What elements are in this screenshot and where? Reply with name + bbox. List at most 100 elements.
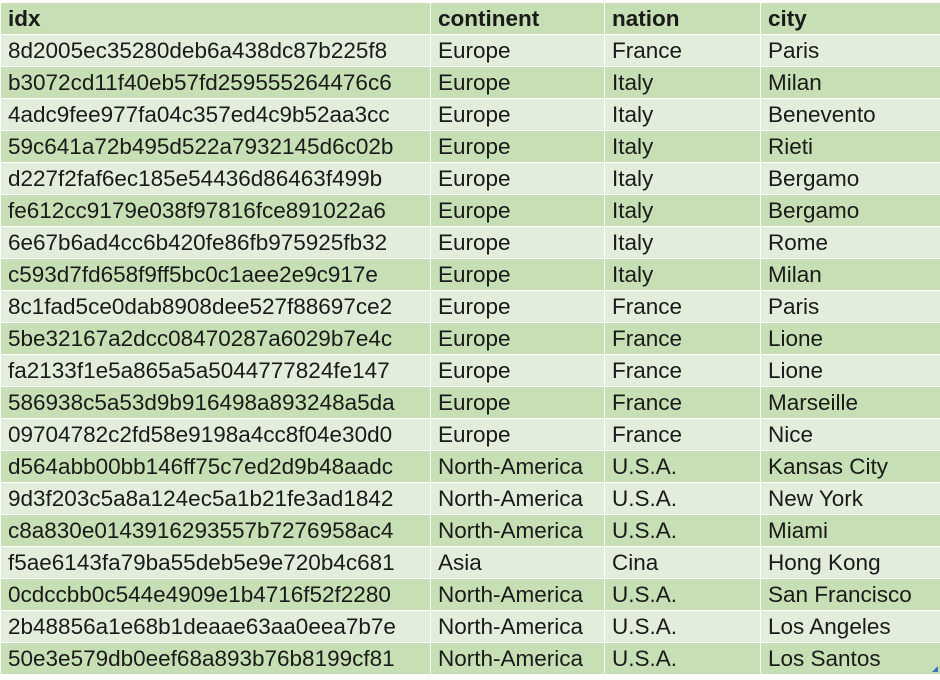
cell-nation[interactable]: France [604, 322, 761, 355]
table-row: 59c641a72b495d522a7932145d6c02b Europe Ita… [0, 130, 940, 163]
table-row: f5ae6143fa79ba55deb5e9e720b4c681 Asia Cina… [0, 546, 940, 579]
table-row: 5be32167a2dcc08470287a6029b7e4c Europe Fra… [0, 322, 940, 355]
cell-continent[interactable]: Europe [430, 98, 605, 131]
table-row: 8c1fad5ce0dab8908dee527f88697ce2 Europe Fr… [0, 290, 940, 323]
column-header-continent[interactable]: continent [430, 2, 605, 35]
cell-idx[interactable]: fe612cc9179e038f97816fce891022a6 [0, 194, 431, 227]
cell-idx[interactable]: 9d3f203c5a8a124ec5a1b21fe3ad1842 [0, 482, 431, 515]
cell-city[interactable]: Paris [760, 34, 940, 67]
cell-city[interactable]: Miami [760, 514, 940, 547]
cell-idx[interactable]: 6e67b6ad4cc6b420fe86fb975925fb32 [0, 226, 431, 259]
cell-continent[interactable]: Europe [430, 386, 605, 419]
cell-continent[interactable]: North-America [430, 514, 605, 547]
cell-continent[interactable]: Europe [430, 290, 605, 323]
cell-idx[interactable]: 0cdccbb0c544e4909e1b4716f52f2280 [0, 578, 431, 611]
cell-continent[interactable]: Europe [430, 258, 605, 291]
cell-city[interactable]: Lione [760, 354, 940, 387]
cell-city[interactable]: Lione [760, 322, 940, 355]
cell-nation[interactable]: France [604, 386, 761, 419]
cell-idx[interactable]: 2b48856a1e68b1deaae63aa0eea7b7e [0, 610, 431, 643]
cell-city[interactable]: San Francisco [760, 578, 940, 611]
cell-continent[interactable]: Europe [430, 66, 605, 99]
cell-city[interactable]: Los Santos [760, 642, 940, 675]
cell-city[interactable]: Milan [760, 66, 940, 99]
cell-nation[interactable]: Italy [604, 66, 761, 99]
cell-idx[interactable]: 59c641a72b495d522a7932145d6c02b [0, 130, 431, 163]
cell-continent[interactable]: Asia [430, 546, 605, 579]
table-row: 50e3e579db0eef68a893b76b8199cf81 North-Am… [0, 642, 940, 675]
cell-nation[interactable]: France [604, 34, 761, 67]
cell-city[interactable]: Rieti [760, 130, 940, 163]
cell-nation[interactable]: Italy [604, 162, 761, 195]
cell-idx[interactable]: b3072cd11f40eb57fd259555264476c6 [0, 66, 431, 99]
table-row: 4adc9fee977fa04c357ed4c9b52aa3cc Europe It… [0, 98, 940, 131]
cell-city[interactable]: Kansas City [760, 450, 940, 483]
cell-nation[interactable]: Italy [604, 98, 761, 131]
cell-continent[interactable]: Europe [430, 34, 605, 67]
cell-city[interactable]: Rome [760, 226, 940, 259]
cell-idx[interactable]: 5be32167a2dcc08470287a6029b7e4c [0, 322, 431, 355]
cell-continent[interactable]: North-America [430, 610, 605, 643]
cell-nation[interactable]: Italy [604, 226, 761, 259]
table-row: d227f2faf6ec185e54436d86463f499b Europe It… [0, 162, 940, 195]
cell-city[interactable]: New York [760, 482, 940, 515]
cell-city[interactable]: Los Angeles [760, 610, 940, 643]
cell-idx[interactable]: f5ae6143fa79ba55deb5e9e720b4c681 [0, 546, 431, 579]
cell-nation[interactable]: France [604, 418, 761, 451]
cell-city[interactable]: Nice [760, 418, 940, 451]
cell-idx[interactable]: 09704782c2fd58e9198a4cc8f04e30d0 [0, 418, 431, 451]
cell-idx[interactable]: 8c1fad5ce0dab8908dee527f88697ce2 [0, 290, 431, 323]
cell-nation[interactable]: U.S.A. [604, 450, 761, 483]
column-header-city[interactable]: city [760, 2, 940, 35]
cell-idx[interactable]: 586938c5a53d9b916498a893248a5da [0, 386, 431, 419]
column-header-idx[interactable]: idx [0, 2, 431, 35]
cell-idx[interactable]: d564abb00bb146ff75c7ed2d9b48aadc [0, 450, 431, 483]
cell-continent[interactable]: Europe [430, 226, 605, 259]
cell-continent[interactable]: North-America [430, 578, 605, 611]
cell-idx[interactable]: d227f2faf6ec185e54436d86463f499b [0, 162, 431, 195]
column-header-nation[interactable]: nation [604, 2, 761, 35]
table-resize-handle-icon[interactable] [932, 666, 938, 672]
cell-continent[interactable]: Europe [430, 418, 605, 451]
cell-city[interactable]: Hong Kong [760, 546, 940, 579]
cell-nation[interactable]: U.S.A. [604, 642, 761, 675]
cell-nation[interactable]: Cina [604, 546, 761, 579]
cell-city[interactable]: Benevento [760, 98, 940, 131]
cell-continent[interactable]: North-America [430, 482, 605, 515]
cell-idx[interactable]: 8d2005ec35280deb6a438dc87b225f8 [0, 34, 431, 67]
cell-city[interactable]: Marseille [760, 386, 940, 419]
cell-continent[interactable]: Europe [430, 130, 605, 163]
table-row: 8d2005ec35280deb6a438dc87b225f8 Europe Fra… [0, 34, 940, 67]
cell-city[interactable]: Paris [760, 290, 940, 323]
cell-idx[interactable]: 50e3e579db0eef68a893b76b8199cf81 [0, 642, 431, 675]
cell-nation[interactable]: France [604, 290, 761, 323]
cell-nation[interactable]: Italy [604, 194, 761, 227]
table-row: d564abb00bb146ff75c7ed2d9b48aadc North-Am… [0, 450, 940, 483]
cell-idx[interactable]: c8a830e0143916293557b7276958ac4 [0, 514, 431, 547]
cell-city[interactable]: Milan [760, 258, 940, 291]
cell-city[interactable]: Bergamo [760, 162, 940, 195]
cell-nation[interactable]: U.S.A. [604, 482, 761, 515]
cell-nation[interactable]: U.S.A. [604, 578, 761, 611]
cell-idx[interactable]: 4adc9fee977fa04c357ed4c9b52aa3cc [0, 98, 431, 131]
cell-nation[interactable]: U.S.A. [604, 610, 761, 643]
table-row: c8a830e0143916293557b7276958ac4 North-Ame… [0, 514, 940, 547]
cell-continent[interactable]: Europe [430, 194, 605, 227]
cell-idx[interactable]: c593d7fd658f9ff5bc0c1aee2e9c917e [0, 258, 431, 291]
cell-city[interactable]: Bergamo [760, 194, 940, 227]
cell-nation[interactable]: U.S.A. [604, 514, 761, 547]
cell-continent[interactable]: Europe [430, 322, 605, 355]
cell-nation[interactable]: France [604, 354, 761, 387]
header-row: idx continent nation city [0, 2, 940, 35]
cell-idx[interactable]: fa2133f1e5a865a5a5044777824fe147 [0, 354, 431, 387]
cell-continent[interactable]: Europe [430, 354, 605, 387]
cell-nation[interactable]: Italy [604, 258, 761, 291]
table-row: fa2133f1e5a865a5a5044777824fe147 Europe Fr… [0, 354, 940, 387]
cell-nation[interactable]: Italy [604, 130, 761, 163]
cell-continent[interactable]: Europe [430, 162, 605, 195]
cell-continent[interactable]: North-America [430, 642, 605, 675]
table-row: fe612cc9179e038f97816fce891022a6 Europe It… [0, 194, 940, 227]
cell-continent[interactable]: North-America [430, 450, 605, 483]
table-row: c593d7fd658f9ff5bc0c1aee2e9c917e Europe It… [0, 258, 940, 291]
